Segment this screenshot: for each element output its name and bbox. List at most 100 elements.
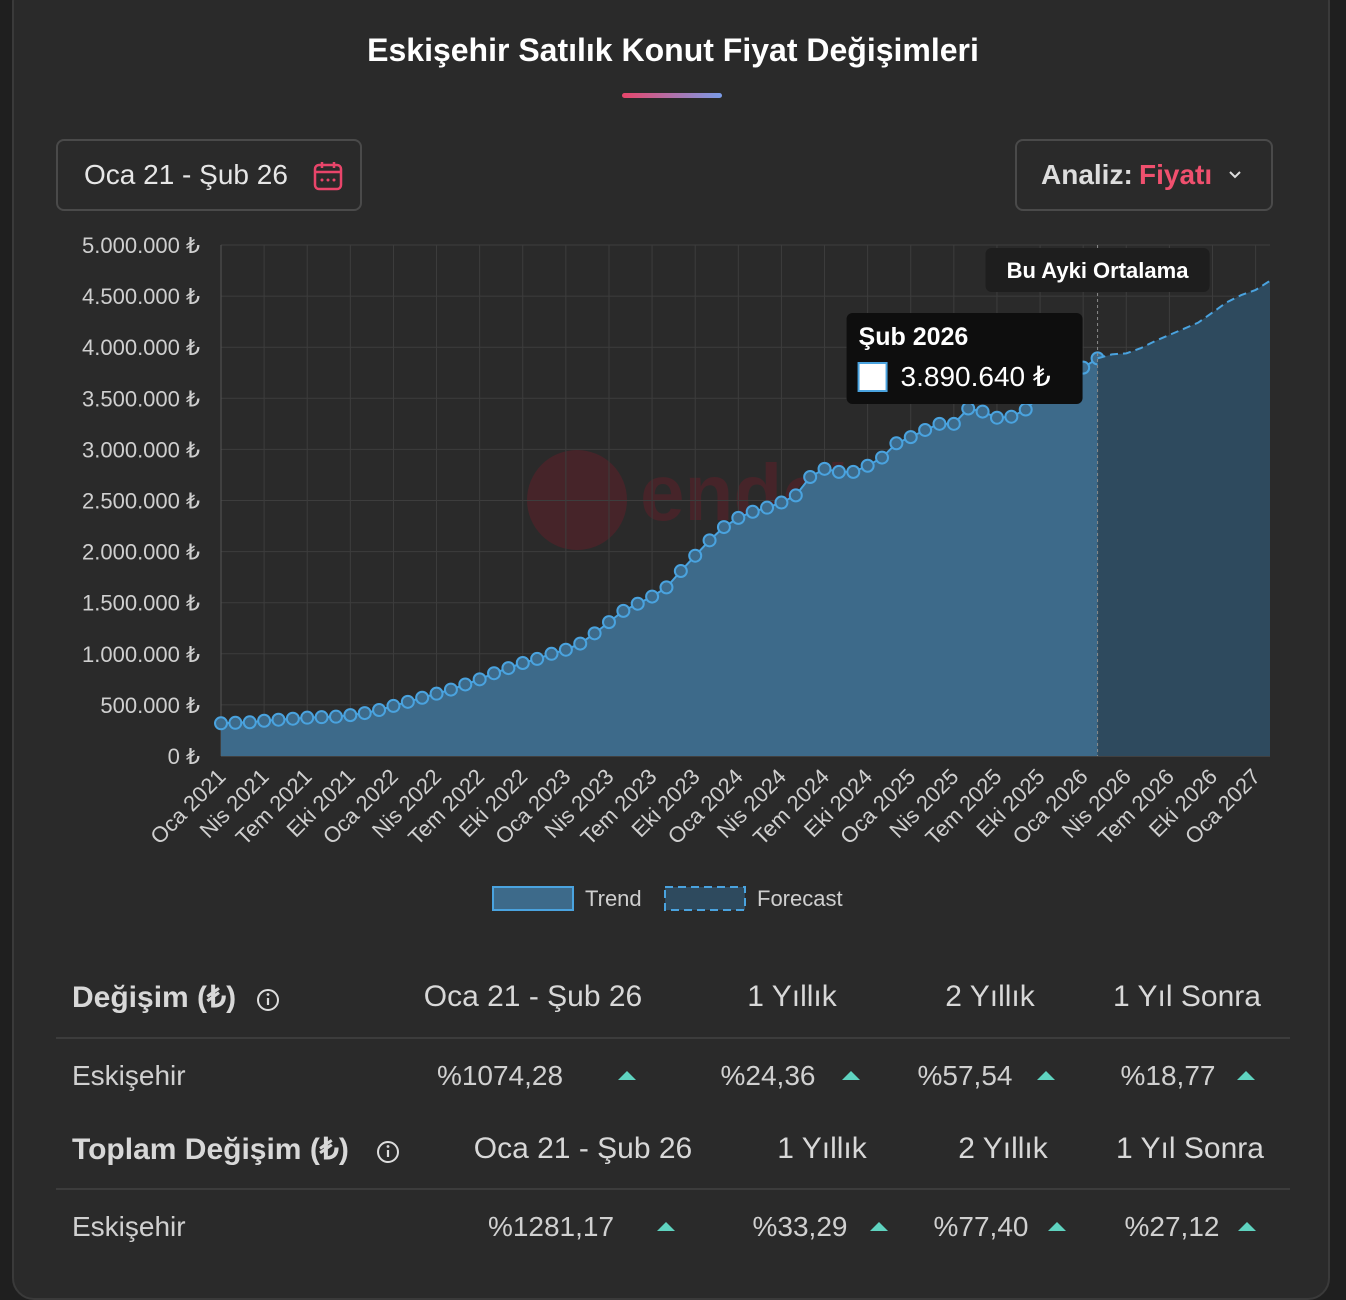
table-cell: %1074,28 [436,1060,564,1091]
data-point [400,694,415,709]
data-point [846,464,861,479]
data-point [573,636,588,651]
up-arrow [618,1071,636,1080]
y-tick-label: 2.500.000 ₺ [82,489,200,514]
data-point [645,589,660,604]
analysis-dropdown[interactable]: Analiz: Fiyatı [1015,139,1273,211]
chevron [1229,171,1241,179]
data-point [300,710,315,725]
table-cell: %1281,17 [487,1211,615,1242]
series-area [221,358,1098,756]
data-point [760,500,775,515]
data-point [515,655,530,670]
tooltip-value: 3.890.640 ₺ [901,361,1051,392]
data-point [357,706,372,721]
data-point [587,626,602,641]
data-point [918,422,933,437]
data-point [702,533,717,548]
data-point [601,615,616,630]
data-point [372,703,387,718]
data-point [989,410,1004,425]
legend-swatch [664,886,746,911]
date-range-text: Oca 21 - Şub 26 [84,159,288,190]
chart: endeksa0 ₺500.000 ₺1.000.000 ₺1.500.000 … [82,233,1271,911]
table-cell: Eskişehir [72,1060,186,1091]
table-header: 2 Yıllık [958,1132,1048,1165]
data-point [1004,409,1019,424]
date-range-button[interactable]: Oca 21 - Şub 26 [56,139,362,211]
data-point [875,450,890,465]
table-cell: %24,36 [720,1060,816,1091]
data-point [831,464,846,479]
table-cell: %27,12 [1124,1211,1220,1242]
annotation-box [985,248,1210,292]
calendar-icon [313,162,343,191]
y-tick-label: 5.000.000 ₺ [82,233,200,258]
up-arrow [1238,1222,1256,1231]
y-tick-label: 2.000.000 ₺ [82,540,200,565]
data-point [285,711,300,726]
table-header: 2 Yıllık [945,980,1035,1013]
data-point [788,488,803,503]
series-line [1097,279,1271,360]
table-header: Değişim (₺) [72,981,237,1014]
info-icon[interactable] [256,988,280,1012]
y-tick-label: 1.500.000 ₺ [82,591,200,616]
data-point [458,677,473,692]
table-header: 1 Yıl Sonra [1113,980,1261,1013]
data-point [487,666,502,681]
table-header: 1 Yıl Sonra [1116,1132,1264,1165]
data-point [673,564,688,579]
data-point [228,715,243,730]
up-arrow [1237,1071,1255,1080]
data-point [616,603,631,618]
series-area [1097,280,1270,756]
separator [56,1037,1290,1039]
y-tick-label: 4.500.000 ₺ [82,284,200,309]
table-cell: %33,29 [752,1211,848,1242]
y-tick-label: 3.000.000 ₺ [82,437,200,462]
data-point [745,504,760,519]
up-arrow [870,1222,888,1231]
table-header: 1 Yıllık [777,1132,867,1165]
tooltip-title: Şub 2026 [859,323,969,351]
table-cell: %57,54 [917,1060,1013,1091]
data-point [803,469,818,484]
data-point [429,686,444,701]
y-tick-label: 0 ₺ [168,744,200,769]
data-point [688,548,703,563]
up-arrow [842,1071,860,1080]
data-point [343,708,358,723]
data-point [630,596,645,611]
table-header: Oca 21 - Şub 26 [423,980,643,1013]
analysis-label: Analiz: [1041,159,1133,190]
data-point [860,458,875,473]
up-arrow [1037,1071,1055,1080]
data-point [242,715,257,730]
legend-label: Trend [585,886,642,911]
y-tick-label: 3.500.000 ₺ [82,386,200,411]
data-point [975,404,990,419]
table-cell: %18,77 [1120,1060,1216,1091]
info-icon[interactable] [376,1140,400,1164]
data-point [328,709,343,724]
up-arrow [657,1222,675,1231]
data-point [415,690,430,705]
data-point [946,416,961,431]
analysis-value: Fiyatı [1139,159,1213,190]
data-point [314,710,329,725]
data-point [817,461,832,476]
data-point [932,416,947,431]
up-arrow [1048,1222,1066,1231]
separator [56,1188,1290,1190]
y-tick-label: 500.000 ₺ [100,693,200,718]
data-point [774,495,789,510]
title-underline [622,93,722,98]
data-point [903,430,918,445]
data-point [443,682,458,697]
table-header: 1 Yıllık [747,980,837,1013]
table-header: Toplam Değişim (₺) [72,1133,349,1166]
data-point [889,436,904,451]
y-tick-label: 1.000.000 ₺ [82,642,200,667]
